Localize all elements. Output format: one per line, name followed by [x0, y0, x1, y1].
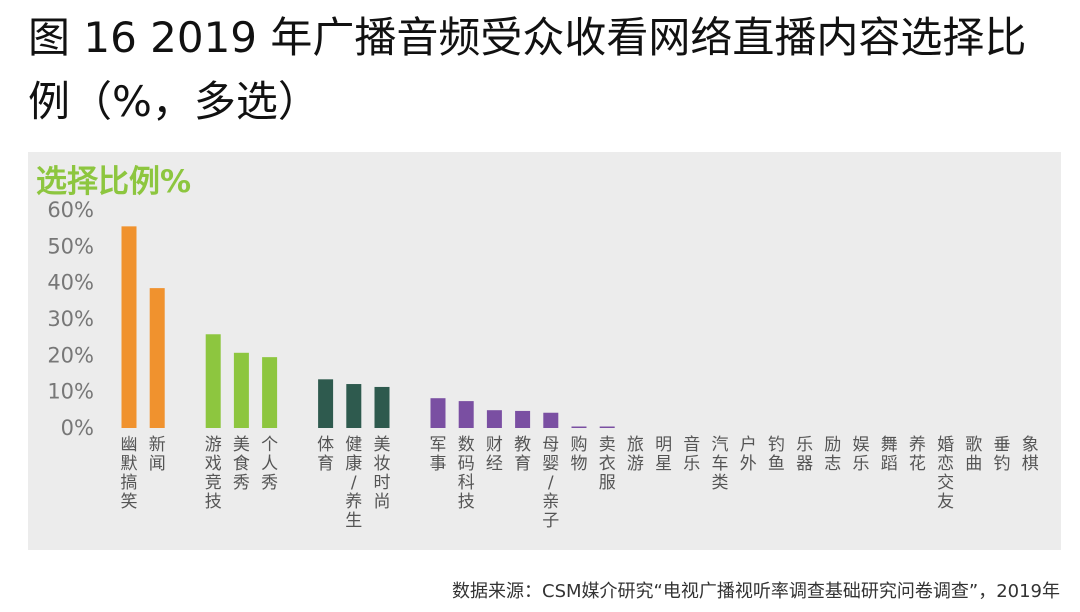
- bar: [374, 386, 390, 428]
- bar: [599, 426, 615, 428]
- y-tick-label: 0%: [61, 416, 94, 440]
- title-block: 图 16 2019 年广播音频受众收看网络直播内容选择比 例（%，多选）: [28, 6, 1068, 134]
- bar: [233, 352, 249, 428]
- category-label: 音乐: [683, 435, 700, 474]
- category-label: 明星: [655, 435, 672, 474]
- y-tick-label: 10%: [47, 380, 94, 404]
- y-tick-label: 60%: [47, 198, 94, 222]
- category-label: 数码科技: [458, 435, 475, 512]
- y-tick-label: 30%: [47, 307, 94, 331]
- category-label: 美食秀: [233, 435, 250, 493]
- category-label: 体育: [317, 435, 334, 474]
- bar: [262, 357, 278, 428]
- category-label: 购物: [571, 435, 588, 474]
- bar: [458, 401, 474, 428]
- category-label: 歌曲: [965, 435, 982, 474]
- bar: [205, 334, 221, 428]
- y-tick-label: 50%: [47, 234, 94, 258]
- category-label: 母婴/亲子: [542, 435, 559, 531]
- category-label: 养花: [909, 435, 926, 474]
- y-tick-label: 40%: [47, 271, 94, 295]
- chart-title-line-2: 例（%，多选）: [28, 77, 320, 126]
- category-label: 汽车类: [712, 435, 729, 493]
- category-label: 舞蹈: [881, 435, 898, 474]
- bar: [486, 410, 502, 428]
- bar: [121, 226, 137, 428]
- category-label: 卖衣服: [599, 435, 616, 493]
- category-label: 美妆时尚: [374, 435, 391, 512]
- bar: [515, 410, 531, 428]
- category-label: 垂钓: [994, 435, 1011, 474]
- bar: [571, 426, 587, 428]
- category-label: 个人秀: [261, 435, 278, 493]
- category-label: 幽默搞笑: [121, 435, 138, 512]
- category-label: 旅游: [627, 435, 644, 474]
- bar: [149, 288, 165, 428]
- bar: [346, 384, 362, 428]
- category-label: 娱乐: [853, 435, 870, 474]
- bar: [430, 398, 446, 428]
- category-label: 象棋: [1022, 435, 1039, 474]
- chart-panel: 选择比例% 0% 10% 20% 30% 40% 50% 60% 幽默搞笑 新闻 游戏竞技 美食秀个…: [28, 152, 1061, 550]
- chart-label: 选择比例%: [36, 164, 192, 200]
- category-label: 财经: [486, 435, 503, 474]
- category-label: 励志: [824, 435, 841, 474]
- category-label: 新闻: [149, 435, 166, 474]
- bar: [318, 379, 334, 428]
- y-tick-label: 20%: [47, 343, 94, 367]
- source-note: 数据来源：CSM媒介研究“电视广播视听率调查基础研究问卷调查”，2019年: [452, 581, 1060, 602]
- category-label: 钓鱼: [768, 435, 785, 474]
- category-label: 健康/养生: [345, 435, 362, 531]
- chart-title-line-1: 图 16 2019 年广播音频受众收看网络直播内容选择比: [28, 13, 1027, 62]
- category-label: 教育: [514, 435, 531, 474]
- category-label: 军事: [430, 435, 447, 474]
- category-label: 户外: [740, 435, 757, 474]
- category-label: 乐器: [796, 435, 813, 474]
- category-label: 游戏竞技: [205, 435, 222, 512]
- bar: [543, 412, 559, 428]
- category-label: 婚恋交友: [937, 435, 954, 512]
